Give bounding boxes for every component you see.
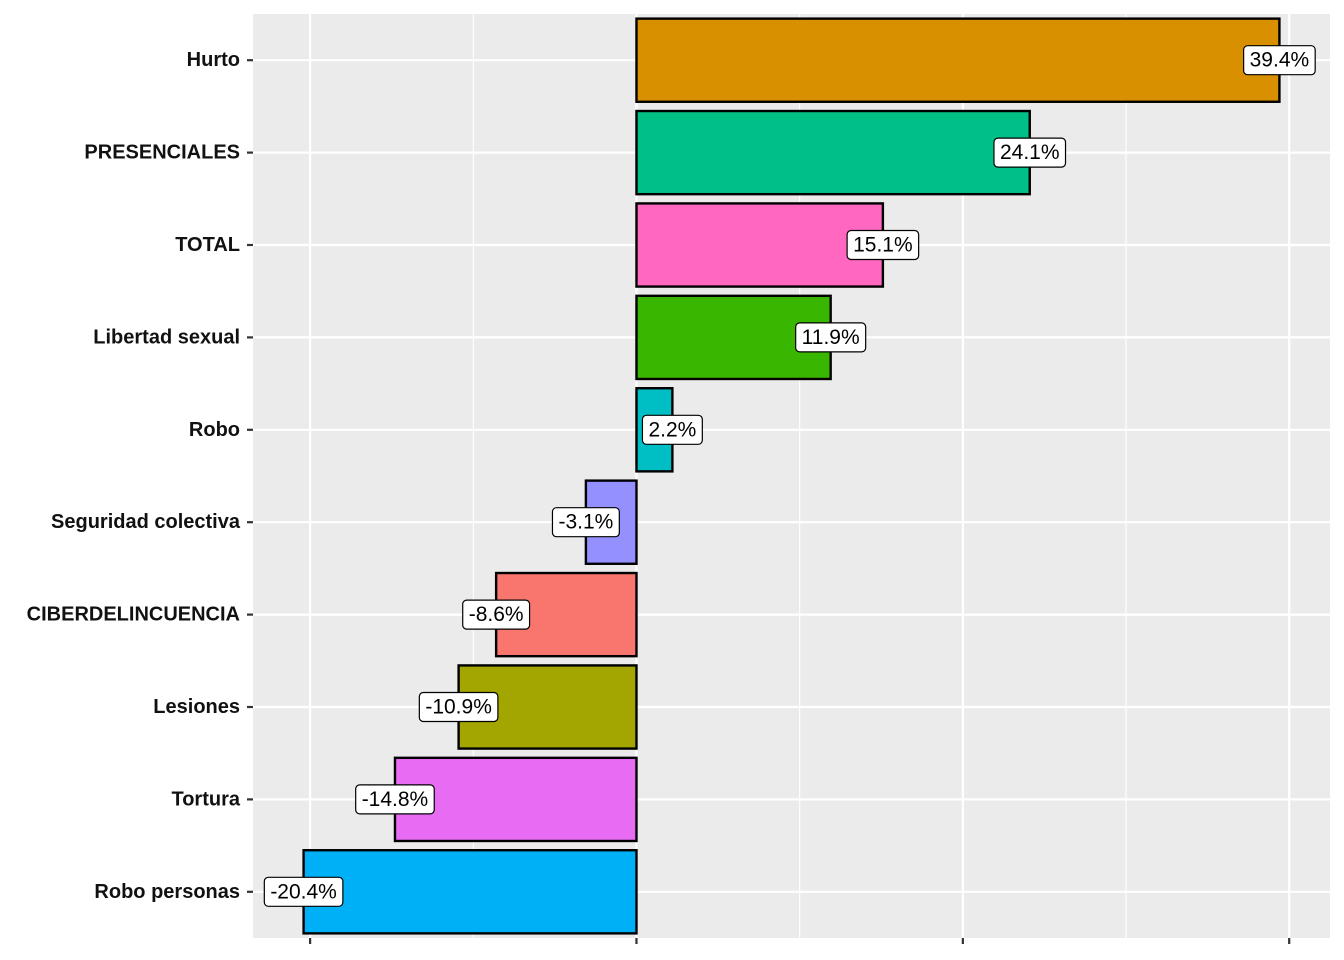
- value-label: -14.8%: [355, 784, 435, 815]
- value-label: 11.9%: [795, 322, 867, 353]
- category-label: Robo personas: [94, 881, 240, 903]
- value-label-text: 15.1%: [853, 234, 913, 257]
- value-label-box: [418, 691, 499, 723]
- value-label-text: 2.2%: [648, 418, 696, 441]
- value-label-box: [846, 229, 920, 261]
- bars: [302, 17, 1281, 935]
- value-label-box: [993, 137, 1067, 168]
- value-label-text: 24.1%: [1000, 141, 1060, 164]
- category-label: Robo: [189, 419, 240, 441]
- value-label: 15.1%: [846, 229, 920, 261]
- value-label-text: -3.1%: [558, 511, 613, 534]
- value-label-text: -20.4%: [270, 880, 337, 903]
- value-label-box: [1243, 45, 1316, 76]
- value-label: -10.9%: [418, 691, 499, 723]
- category-label: PRESENCIALES: [84, 142, 240, 164]
- category-label: TOTAL: [175, 234, 240, 256]
- value-label-box: [551, 507, 620, 538]
- value-label-box: [355, 784, 435, 815]
- bar: [635, 202, 885, 288]
- category-label: Tortura: [171, 788, 240, 810]
- bar: [302, 849, 638, 935]
- value-label-text: -8.6%: [469, 603, 524, 626]
- value-label: 24.1%: [993, 137, 1067, 168]
- value-label-text: -10.9%: [425, 696, 492, 719]
- value-label: -3.1%: [551, 507, 620, 538]
- value-label-box: [641, 414, 703, 445]
- value-label-box: [462, 599, 531, 630]
- category-label: Hurto: [187, 49, 240, 71]
- value-label: 39.4%: [1243, 45, 1316, 76]
- bar: [635, 109, 1031, 196]
- value-labels: 39.4% 24.1% 15.1% 11.9% 2.2% -3.1% -8.6% -10.9%…: [263, 45, 1316, 907]
- category-label: Lesiones: [153, 696, 240, 718]
- category-label: Seguridad colectiva: [51, 511, 241, 533]
- bar: [635, 17, 1281, 103]
- value-label-text: 11.9%: [802, 326, 860, 349]
- value-label: 2.2%: [641, 414, 703, 445]
- value-label-box: [263, 876, 344, 907]
- value-label-text: 39.4%: [1250, 49, 1310, 72]
- value-label: -8.6%: [462, 599, 531, 630]
- axes: Hurto PRESENCIALES TOTAL Libertad sexual Rob…: [27, 49, 1291, 944]
- value-label-box: [795, 322, 867, 353]
- value-label: -20.4%: [263, 876, 344, 907]
- bar: [393, 756, 638, 843]
- category-label: Libertad sexual: [93, 326, 240, 348]
- category-label: CIBERDELINCUENCIA: [27, 604, 240, 626]
- value-label-text: -14.8%: [362, 788, 429, 811]
